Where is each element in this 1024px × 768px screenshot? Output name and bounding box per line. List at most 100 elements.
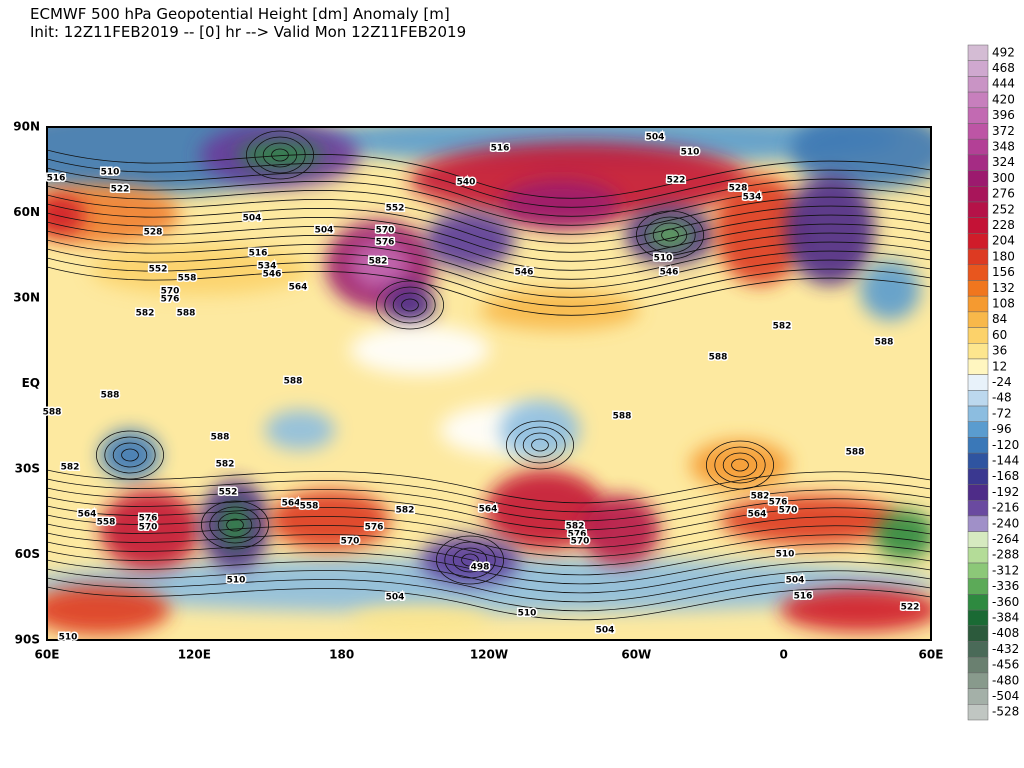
colorbar-box — [967, 76, 989, 93]
anomaly-blob — [425, 210, 515, 270]
contour-ring — [401, 298, 419, 312]
contour-label: 588 — [613, 412, 632, 422]
colorbar-box — [967, 656, 989, 674]
colorbar-box — [967, 248, 989, 266]
lon-label: 60E — [919, 648, 944, 662]
contour-label: 528 — [144, 228, 163, 238]
anomaly-blob — [875, 510, 931, 560]
colorbar-label: -240 — [992, 516, 1019, 530]
contour-line — [47, 230, 931, 280]
colorbar-box — [967, 625, 989, 642]
colorbar-box — [967, 327, 989, 344]
contour-label: 546 — [515, 268, 534, 278]
contour-label: 504 — [315, 226, 334, 236]
contour-label: 588 — [875, 338, 894, 348]
contour-label: 522 — [111, 185, 130, 195]
colorbar-label: 108 — [992, 297, 1015, 311]
colorbar-label: 252 — [992, 202, 1015, 216]
contour-label: 510 — [681, 148, 700, 158]
colorbar-box — [967, 641, 989, 658]
colorbar-box — [967, 562, 989, 579]
colorbar-box — [967, 186, 989, 203]
lon-label: 60W — [621, 648, 651, 662]
contour-ring — [522, 432, 558, 458]
contour-labels: 5045105165225285345405525705765825645465… — [41, 131, 921, 644]
contour-label: 564 — [78, 510, 97, 520]
contour-label: 570 — [139, 523, 158, 533]
contour-label: 510 — [101, 168, 120, 178]
contour-line — [47, 559, 931, 594]
anomaly-blob — [47, 585, 170, 635]
contour-label: 516 — [491, 144, 510, 154]
colorbar-box — [967, 60, 989, 77]
lon-label: 60E — [35, 648, 60, 662]
contour-ring — [392, 292, 428, 318]
colorbar-label: -432 — [992, 642, 1019, 656]
contour-label: 588 — [101, 391, 120, 401]
contour-label: 528 — [729, 184, 748, 194]
lat-label: EQ — [22, 376, 40, 390]
contour-label: 576 — [139, 514, 158, 524]
colorbar-label: -24 — [992, 375, 1012, 389]
colorbar-box — [967, 264, 989, 281]
colorbar-label: 300 — [992, 171, 1015, 185]
anomaly-blob — [780, 588, 931, 632]
contour-ring — [714, 446, 766, 484]
contour-label: 546 — [660, 268, 679, 278]
contour-label: 510 — [227, 576, 246, 586]
contour-ring — [104, 436, 156, 474]
contour-ring — [452, 547, 488, 573]
contour-line — [47, 221, 931, 271]
lat-label: 60S — [15, 547, 40, 561]
colorbar-box — [967, 672, 989, 689]
anomaly-blob — [785, 175, 875, 285]
contour-label: 540 — [457, 178, 476, 188]
contour-label: 588 — [43, 408, 62, 418]
lon-label: 120E — [178, 648, 211, 662]
colorbar-box — [967, 437, 989, 454]
contour-ring — [245, 130, 314, 180]
colorbar-label: 36 — [992, 344, 1007, 358]
contour-label: 582 — [61, 463, 80, 473]
anomaly-blob — [90, 245, 310, 295]
lat-label: 90N — [13, 120, 40, 134]
colorbar-label: 204 — [992, 234, 1015, 248]
colorbar-box — [967, 233, 989, 250]
contour-label: 564 — [479, 505, 498, 515]
colorbar-label: -336 — [992, 579, 1019, 593]
contour-label: 552 — [219, 488, 238, 498]
contour-label: 582 — [751, 492, 770, 502]
contour-line — [47, 586, 931, 621]
contour-label: 582 — [369, 257, 388, 267]
contour-line — [47, 532, 931, 567]
contour-label: 504 — [386, 593, 405, 603]
colorbar-box — [967, 515, 989, 532]
contour-label: 510 — [518, 609, 537, 619]
contour-ring — [384, 286, 436, 324]
anomaly-blob — [645, 220, 695, 250]
contour-line — [47, 212, 931, 262]
anomaly-blob — [238, 141, 322, 169]
contour-label: 564 — [282, 499, 301, 509]
contour-line — [47, 158, 931, 208]
contour-label: 498 — [471, 563, 490, 573]
contour-ring — [644, 216, 696, 254]
colorbar-box — [967, 452, 989, 470]
contour-label: 570 — [376, 226, 395, 236]
contour-ring — [722, 452, 758, 478]
subtitle: Init: 12Z11FEB2019 -- [0] hr --> Valid M… — [30, 23, 466, 41]
colorbar-label: -456 — [992, 658, 1019, 672]
contour-label: 522 — [901, 603, 920, 613]
contour-line — [47, 577, 931, 612]
contour-ring — [444, 541, 496, 579]
colorbar-label: -144 — [992, 453, 1019, 467]
colorbar-box — [967, 688, 989, 705]
contour-ring — [121, 448, 139, 462]
contour-label: 582 — [773, 322, 792, 332]
anomaly-blob — [385, 283, 435, 327]
anomaly-blob — [720, 495, 900, 545]
anomaly-blob — [350, 605, 490, 635]
colorbar-box — [967, 547, 989, 564]
contour-ring — [112, 442, 148, 468]
colorbar: 4924684444203963723483243002762522282041… — [967, 44, 1019, 721]
